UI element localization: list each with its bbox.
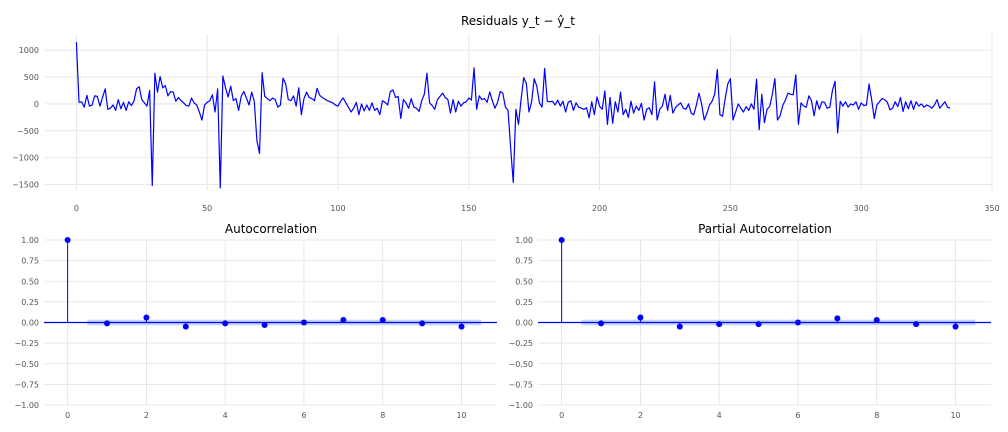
acf-xtick-label: 0 xyxy=(65,411,70,420)
pacf-ytick-label: 0.00 xyxy=(515,319,533,328)
acf-panel: Autocorrelation 0 2 4 6 8 10 1.00 0.75 0.50 0.25 0… xyxy=(14,222,497,420)
acf-ytick-label: 0.25 xyxy=(21,298,39,307)
acf-ytick-label: 0.50 xyxy=(21,277,39,286)
acf-title: Autocorrelation xyxy=(225,222,317,236)
pacf-point xyxy=(952,323,959,330)
residuals-series-line xyxy=(75,42,951,189)
acf-point xyxy=(419,320,426,327)
pacf-xtick-label: 0 xyxy=(559,411,564,420)
acf-point xyxy=(261,321,268,328)
acf-xtick-label: 10 xyxy=(456,411,466,420)
acf-point xyxy=(182,323,189,330)
residuals-xtick-label: 300 xyxy=(854,204,869,213)
residuals-ytick-label: −1000 xyxy=(12,154,39,163)
acf-xtick-label: 4 xyxy=(223,411,228,420)
acf-ytick-label: 1.00 xyxy=(21,236,39,245)
residuals-panel: Residuals y_t − ŷ_t 0 50 100 150 200 250 300 35… xyxy=(12,14,1000,213)
pacf-panel: Partial Autocorrelation 0 2 4 6 8 10 1.00 0.75 0… xyxy=(508,222,991,420)
pacf-xtick-label: 6 xyxy=(795,411,800,420)
residuals-xtick-label: 200 xyxy=(592,204,607,213)
acf-point xyxy=(458,323,465,330)
pacf-xtick-label: 8 xyxy=(874,411,879,420)
pacf-point xyxy=(637,314,644,321)
residuals-xtick-label: 150 xyxy=(461,204,476,213)
acf-point xyxy=(143,314,150,321)
pacf-point xyxy=(716,321,723,328)
residuals-xtick-label: 50 xyxy=(202,204,212,213)
acf-xtick-label: 8 xyxy=(380,411,385,420)
residuals-ytick-label: −1500 xyxy=(12,181,39,190)
pacf-ytick-label: −0.25 xyxy=(508,339,533,348)
pacf-ytick-label: −0.50 xyxy=(508,360,533,369)
acf-xtick-label: 2 xyxy=(144,411,149,420)
acf-point xyxy=(64,237,71,243)
residuals-xtick-label: 0 xyxy=(74,204,79,213)
pacf-point xyxy=(913,321,920,328)
residuals-ytick-label: 500 xyxy=(24,73,39,82)
residuals-ytick-label: 0 xyxy=(34,100,39,109)
pacf-xtick-label: 10 xyxy=(950,411,960,420)
acf-point xyxy=(300,319,307,326)
acf-ytick-label: −0.75 xyxy=(14,380,39,389)
acf-ytick-label: −0.25 xyxy=(14,339,39,348)
residuals-xtick-label: 100 xyxy=(330,204,345,213)
acf-point xyxy=(340,317,347,324)
pacf-ytick-label: 0.25 xyxy=(515,298,533,307)
pacf-point xyxy=(558,237,565,243)
acf-ytick-label: 0.75 xyxy=(21,257,39,266)
pacf-point xyxy=(873,317,880,324)
acf-point xyxy=(379,317,386,324)
acf-ytick-label: −1.00 xyxy=(14,401,39,410)
pacf-ytick-label: 1.00 xyxy=(515,236,533,245)
pacf-xtick-label: 4 xyxy=(717,411,722,420)
pacf-xtick-label: 2 xyxy=(638,411,643,420)
acf-point xyxy=(222,320,229,327)
residuals-ytick-label: 1000 xyxy=(19,46,39,55)
pacf-ytick-label: −1.00 xyxy=(508,401,533,410)
residuals-ytick-label: −500 xyxy=(17,127,39,136)
pacf-point xyxy=(834,315,841,322)
pacf-point xyxy=(794,319,801,326)
acf-ytick-label: −0.50 xyxy=(14,360,39,369)
residuals-title: Residuals y_t − ŷ_t xyxy=(461,14,575,28)
residuals-xtick-label: 250 xyxy=(723,204,738,213)
pacf-ytick-label: 0.75 xyxy=(515,257,533,266)
pacf-point xyxy=(755,321,762,328)
acf-ytick-label: 0.00 xyxy=(21,319,39,328)
pacf-title: Partial Autocorrelation xyxy=(698,222,832,236)
acf-point xyxy=(104,320,111,327)
pacf-point xyxy=(598,320,605,327)
pacf-ytick-label: 0.50 xyxy=(515,277,533,286)
acf-xtick-label: 6 xyxy=(301,411,306,420)
pacf-ytick-label: −0.75 xyxy=(508,380,533,389)
pacf-point xyxy=(676,323,683,330)
residuals-xtick-label: 350 xyxy=(984,204,999,213)
